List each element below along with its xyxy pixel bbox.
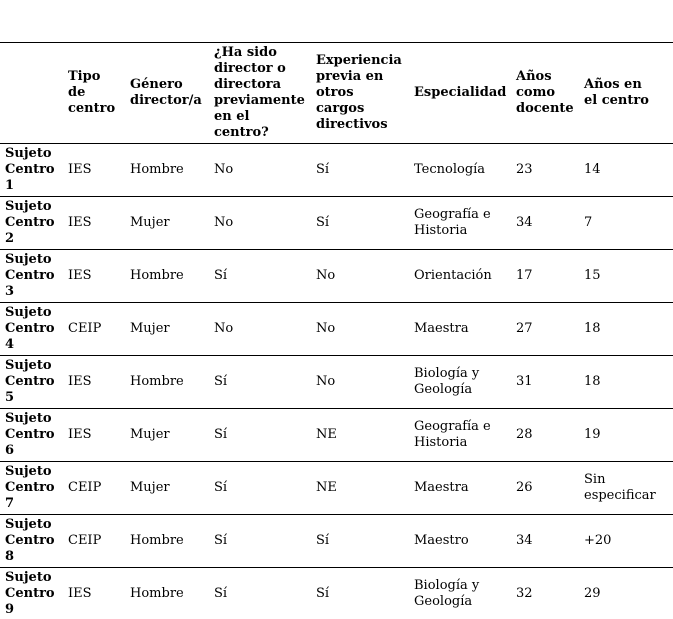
cell-genero: Hombre [130,586,184,601]
cell-director-previo: Sí [210,408,312,462]
row-label: Sujeto Centro 1 [0,143,64,197]
cell-genero: Mujer [126,408,210,462]
cell-anos-docente: 27 [512,302,580,356]
cell-genero: Hombre [126,355,210,409]
column-header-anos-como-docente: Años como docente [512,42,580,144]
cell-anos-docente: 28 [512,408,580,462]
column-header-blank [0,42,64,144]
cell-anos-centro: 29 [584,586,601,601]
cell-director-previo: Sí [210,461,312,515]
cell-genero: Mujer [126,461,210,515]
cell-anos-docente: 23 [512,143,580,197]
cell-director-previo: No [210,302,312,356]
cell-anos-centro: +20 [580,514,673,568]
cell-anos-docente: 26 [512,461,580,515]
cell-anos-centro: 19 [580,408,673,462]
cell-experiencia-previa: NE [312,461,410,515]
cell-especialidad: Biología y Geología [410,355,512,409]
column-header-experiencia-previa: Experiencia previa en otros cargos direc… [312,42,410,144]
cell-experiencia-previa: No [312,249,410,303]
cell-director-previo: Sí [210,355,312,409]
row-label: Sujeto Centro 9 [5,570,55,617]
cell-especialidad: Biología y Geología [414,578,480,609]
column-header-especialidad: Especialidad [410,42,512,144]
cell-anos-centro: 18 [580,302,673,356]
cell-anos-docente: 31 [512,355,580,409]
cell-anos-centro: 15 [580,249,673,303]
table-row: Sujeto Centro 7 CEIP Mujer Sí NE Maestra… [0,461,673,515]
cell-director-previo: Sí [210,249,312,303]
cell-genero: Hombre [126,514,210,568]
cell-tipo-centro: IES [64,408,126,462]
cell-director-previo: Sí [214,586,228,601]
cell-anos-docente: 17 [512,249,580,303]
table-row: Sujeto Centro 9 IES Hombre Sí Sí Biologí… [0,568,673,619]
column-header-anos-en-el-centro: Años en el centro [580,42,673,144]
cell-experiencia-previa: No [312,302,410,356]
cell-especialidad: Geografía e Historia [410,196,512,250]
cell-genero: Mujer [126,302,210,356]
participants-table: Tipo de centro Género director/a ¿Ha sid… [0,42,673,619]
cell-anos-docente: 34 [512,514,580,568]
cell-experiencia-previa: Sí [316,586,330,601]
cell-experiencia-previa: No [312,355,410,409]
column-header-tipo-de-centro: Tipo de centro [64,42,126,144]
cell-experiencia-previa: Sí [312,196,410,250]
row-label: Sujeto Centro 5 [0,355,64,409]
table-row: Sujeto Centro 4 CEIP Mujer No No Maestra… [0,302,673,356]
table-row: Sujeto Centro 2 IES Mujer No Sí Geografí… [0,196,673,250]
cell-tipo-centro: CEIP [64,302,126,356]
cell-experiencia-previa: Sí [312,143,410,197]
cell-anos-centro: Sin especificar [580,461,673,515]
cell-tipo-centro: CEIP [64,461,126,515]
table-row: Sujeto Centro 8 CEIP Hombre Sí Sí Maestr… [0,514,673,568]
column-header-genero-director: Género director/a [126,42,210,144]
cell-genero: Hombre [126,143,210,197]
row-label: Sujeto Centro 2 [0,196,64,250]
row-label: Sujeto Centro 7 [0,461,64,515]
cell-especialidad: Maestra [410,302,512,356]
column-header-director-previamente: ¿Ha sido director o directora previament… [210,42,312,144]
row-label: Sujeto Centro 8 [0,514,64,568]
cell-genero: Mujer [126,196,210,250]
cell-director-previo: Sí [210,514,312,568]
table-row: Sujeto Centro 1 IES Hombre No Sí Tecnolo… [0,143,673,197]
cell-tipo-centro: IES [64,355,126,409]
cell-especialidad: Maestro [410,514,512,568]
header-row: Tipo de centro Género director/a ¿Ha sid… [0,42,673,144]
cell-tipo-centro: IES [64,249,126,303]
cell-director-previo: No [210,196,312,250]
table-row: Sujeto Centro 3 IES Hombre Sí No Orienta… [0,249,673,303]
row-label: Sujeto Centro 6 [0,408,64,462]
cell-experiencia-previa: Sí [312,514,410,568]
cell-tipo-centro: IES [68,586,92,601]
cell-anos-docente: 34 [512,196,580,250]
cell-tipo-centro: IES [64,143,126,197]
cell-tipo-centro: IES [64,196,126,250]
cell-especialidad: Orientación [410,249,512,303]
row-label: Sujeto Centro 4 [0,302,64,356]
cell-anos-centro: 14 [580,143,673,197]
cell-genero: Hombre [126,249,210,303]
cell-especialidad: Geografía e Historia [410,408,512,462]
cell-anos-centro: 18 [580,355,673,409]
row-label: Sujeto Centro 3 [0,249,64,303]
cell-anos-docente: 32 [516,586,533,601]
table-row: Sujeto Centro 6 IES Mujer Sí NE Geografí… [0,408,673,462]
cell-tipo-centro: CEIP [64,514,126,568]
cell-especialidad: Tecnología [410,143,512,197]
cell-experiencia-previa: NE [312,408,410,462]
table-row: Sujeto Centro 5 IES Hombre Sí No Biologí… [0,355,673,409]
cell-anos-centro: 7 [580,196,673,250]
cell-director-previo: No [210,143,312,197]
cell-especialidad: Maestra [410,461,512,515]
